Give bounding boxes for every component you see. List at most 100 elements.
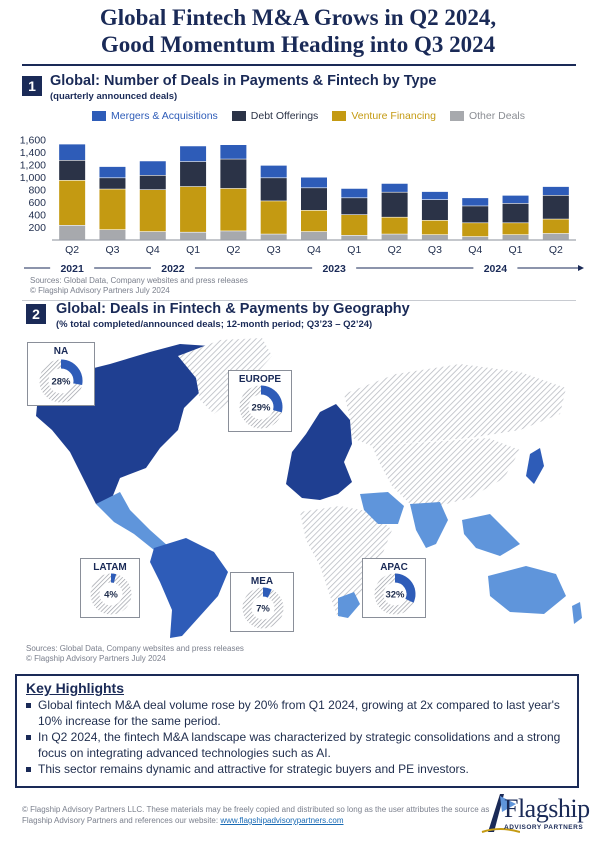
key-highlights-box: Key Highlights Global fintech M&A deal v…: [15, 674, 579, 788]
bar-segment-other: [220, 231, 246, 239]
section-1-source: Sources: Global Data, Company websites a…: [30, 276, 248, 296]
footer-website-link[interactable]: www.flagshipadvisorypartners.com: [220, 816, 343, 825]
bar-segment-debt: [261, 178, 287, 201]
bar-segment-venture: [543, 219, 569, 233]
bar-segment-ma: [59, 144, 85, 160]
bar-segment-debt: [180, 162, 206, 186]
bar-segment-venture: [301, 211, 327, 232]
bar-segment-ma: [99, 167, 125, 178]
legend-label-ma: Mergers & Acquisitions: [111, 110, 218, 122]
logo-name: Flagship: [504, 794, 590, 824]
bar-segment-venture: [140, 190, 166, 231]
bar-segment-venture: [261, 201, 287, 234]
legend-item-venture: Venture Financing: [332, 110, 436, 122]
bar-segment-venture: [99, 189, 125, 229]
section-2-source: Sources: Global Data, Company websites a…: [26, 644, 244, 664]
y-tick-label: 1,200: [20, 160, 46, 172]
x-tick-label: Q1: [347, 244, 361, 256]
bar-segment-debt: [140, 176, 166, 190]
bar-segment-venture: [422, 221, 448, 235]
bar-segment-other: [99, 230, 125, 239]
title-line-2: Good Momentum Heading into Q3 2024: [0, 31, 596, 58]
donut-value-label: 7%: [256, 604, 270, 615]
bar-segment-venture: [180, 187, 206, 232]
callout-mea: MEA 7%: [230, 572, 294, 632]
title-divider: [22, 64, 576, 66]
year-label: 2024: [484, 263, 508, 275]
legend-label-debt: Debt Offerings: [251, 110, 319, 122]
callout-latam: LATAM 4%: [80, 558, 140, 618]
section-1-source-line-2: © Flagship Advisory Partners July 2024: [30, 286, 248, 296]
y-tick-label: 1,400: [20, 147, 46, 159]
callout-apac: APAC 32%: [362, 558, 426, 618]
europe-region: [286, 404, 352, 500]
bar-segment-venture: [59, 181, 85, 225]
flagship-logo: Flagship ADVISORY PARTNERS: [478, 786, 596, 840]
bar-segment-debt: [99, 178, 125, 189]
bar-segment-venture: [341, 215, 367, 235]
bar-segment-ma: [503, 196, 529, 204]
year-label: 2022: [161, 263, 185, 275]
y-tick-label: 800: [28, 185, 46, 197]
bar-segment-ma: [543, 187, 569, 195]
callout-na-label: NA: [28, 346, 94, 357]
highlight-item: This sector remains dynamic and attracti…: [26, 762, 571, 778]
highlight-item: In Q2 2024, the fintech M&A landscape wa…: [26, 730, 571, 761]
x-tick-label: Q2: [549, 244, 563, 256]
bar-segment-ma: [382, 184, 408, 192]
callout-europe-label: EUROPE: [229, 374, 291, 385]
donut-value-label: 28%: [51, 377, 71, 388]
india-region: [410, 502, 448, 548]
year-axis-arrow-icon: [578, 265, 584, 271]
bar-segment-ma: [140, 161, 166, 175]
x-tick-label: Q4: [468, 244, 482, 256]
section-1-title: Global: Number of Deals in Payments & Fi…: [50, 73, 436, 89]
title-line-1: Global Fintech M&A Grows in Q2 2024,: [0, 4, 596, 31]
key-highlights-title: Key Highlights: [26, 680, 124, 696]
legend-swatch-ma: [92, 111, 106, 121]
donut-value-label: 32%: [385, 590, 405, 601]
bar-segment-debt: [503, 204, 529, 223]
callout-apac-label: APAC: [363, 562, 425, 573]
bar-segment-other: [261, 234, 287, 239]
bar-segment-debt: [382, 193, 408, 217]
x-tick-label: Q4: [307, 244, 321, 256]
legend-item-ma: Mergers & Acquisitions: [92, 110, 218, 122]
legend-label-venture: Venture Financing: [351, 110, 436, 122]
bar-segment-venture: [382, 218, 408, 234]
page-title: Global Fintech M&A Grows in Q2 2024, Goo…: [0, 4, 596, 58]
legend-swatch-other: [450, 111, 464, 121]
year-label: 2021: [60, 263, 84, 275]
legend-item-debt: Debt Offerings: [232, 110, 319, 122]
legend-label-other: Other Deals: [469, 110, 525, 122]
bar-segment-other: [341, 236, 367, 240]
y-tick-label: 1,000: [20, 172, 46, 184]
x-tick-label: Q1: [509, 244, 523, 256]
bar-segment-debt: [341, 198, 367, 214]
section-2-source-line-2: © Flagship Advisory Partners July 2024: [26, 654, 244, 664]
bar-segment-venture: [462, 223, 488, 236]
central-america-region: [96, 492, 168, 550]
bar-segment-venture: [503, 223, 529, 234]
logo-subtitle: ADVISORY PARTNERS: [504, 824, 583, 831]
new-zealand-region: [572, 602, 582, 624]
section-2-source-line-1: Sources: Global Data, Company websites a…: [26, 644, 244, 654]
bar-segment-other: [382, 234, 408, 239]
x-tick-label: Q3: [428, 244, 442, 256]
central-asia-region: [372, 438, 520, 506]
bar-segment-ma: [341, 189, 367, 198]
callout-europe: EUROPE 29%: [228, 370, 292, 432]
southeast-asia-region: [462, 514, 520, 556]
bar-segment-ma: [261, 166, 287, 178]
bar-segment-other: [180, 233, 206, 240]
y-tick-label: 200: [28, 222, 46, 234]
highlight-item: Global fintech M&A deal volume rose by 2…: [26, 698, 571, 729]
x-tick-label: Q3: [105, 244, 119, 256]
bar-segment-ma: [220, 145, 246, 159]
legend-swatch-venture: [332, 111, 346, 121]
bar-segment-other: [59, 226, 85, 240]
callout-mea-label: MEA: [231, 576, 293, 587]
bar-segment-other: [422, 235, 448, 239]
bar-segment-ma: [422, 192, 448, 200]
bar-segment-ma: [301, 178, 327, 188]
